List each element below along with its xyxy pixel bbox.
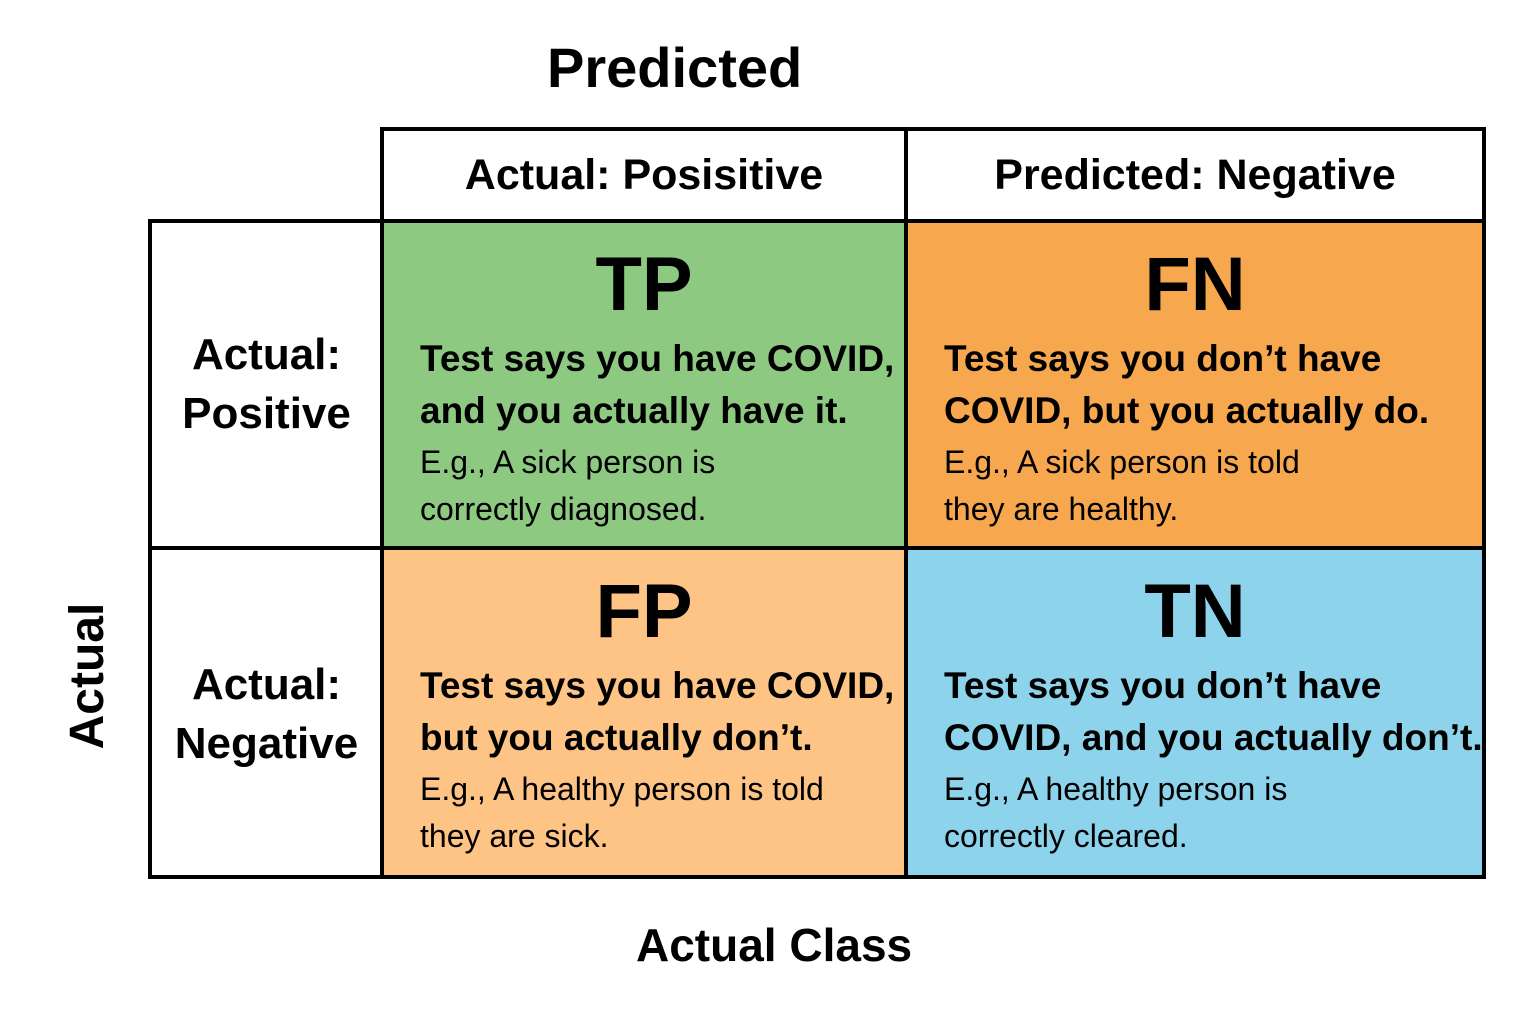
cell-tn-example-1: E.g., A healthy person is (944, 771, 1288, 807)
cell-false-negative: FN Test says you don’t have COVID, but y… (904, 219, 1486, 550)
cell-fp-abbr: FP (595, 569, 693, 654)
row-header-positive-line1: Actual: (191, 330, 342, 380)
actual-axis-title: Actual (61, 602, 114, 750)
row-header-positive: Actual: Positive (152, 223, 381, 550)
cell-tn-statement-2: COVID, and you actually don’t. (944, 717, 1483, 758)
cell-tn-statement-1: Test says you don’t have (944, 665, 1382, 706)
cell-tp-abbr: TP (595, 242, 693, 327)
cell-true-positive: TP Test says you have COVID, and you act… (380, 219, 908, 550)
row-header-negative: Actual: Negative (152, 550, 381, 879)
cell-tn-example-2: correctly cleared. (944, 818, 1188, 854)
row-header-column: Actual: Positive Actual: Negative (148, 219, 385, 879)
cell-true-negative: TN Test says you don’t have COVID, and y… (904, 546, 1486, 879)
cell-fn-statement-1: Test says you don’t have (944, 338, 1382, 379)
cell-fp-example-2: they are sick. (420, 818, 609, 854)
cell-fp-statement-1: Test says you have COVID, (420, 665, 895, 706)
row-header-positive-line2: Positive (182, 388, 351, 438)
actual-class-title: Actual Class (636, 919, 913, 971)
cell-tn-abbr: TN (1144, 569, 1246, 654)
cell-tp-example-1: E.g., A sick person is (420, 444, 716, 480)
cell-fn-statement-2: COVID, but you actually do. (944, 390, 1430, 431)
cell-tp-statement-1: Test says you have COVID, (420, 338, 895, 379)
column-header-1: Actual: Posisitive (384, 131, 908, 219)
cell-tp-statement-2: and you actually have it. (420, 390, 848, 431)
column-header-2: Predicted: Negative (994, 150, 1396, 199)
predicted-axis-title: Predicted (547, 36, 803, 99)
row-header-negative-line2: Negative (174, 718, 359, 768)
cell-fp-statement-2: but you actually don’t. (420, 717, 813, 758)
row-header-negative-line1: Actual: (191, 660, 342, 710)
column-header-row: Actual: Posisitive Predicted: Negative (380, 127, 1486, 223)
cell-false-positive: FP Test says you have COVID, but you act… (380, 546, 908, 879)
cell-fn-example-1: E.g., A sick person is told (944, 444, 1300, 480)
cell-fn-example-2: they are healthy. (944, 491, 1179, 527)
cell-fp-example-1: E.g., A healthy person is told (420, 771, 824, 807)
cell-fn-abbr: FN (1144, 242, 1246, 327)
cell-tp-example-2: correctly diagnosed. (420, 491, 707, 527)
